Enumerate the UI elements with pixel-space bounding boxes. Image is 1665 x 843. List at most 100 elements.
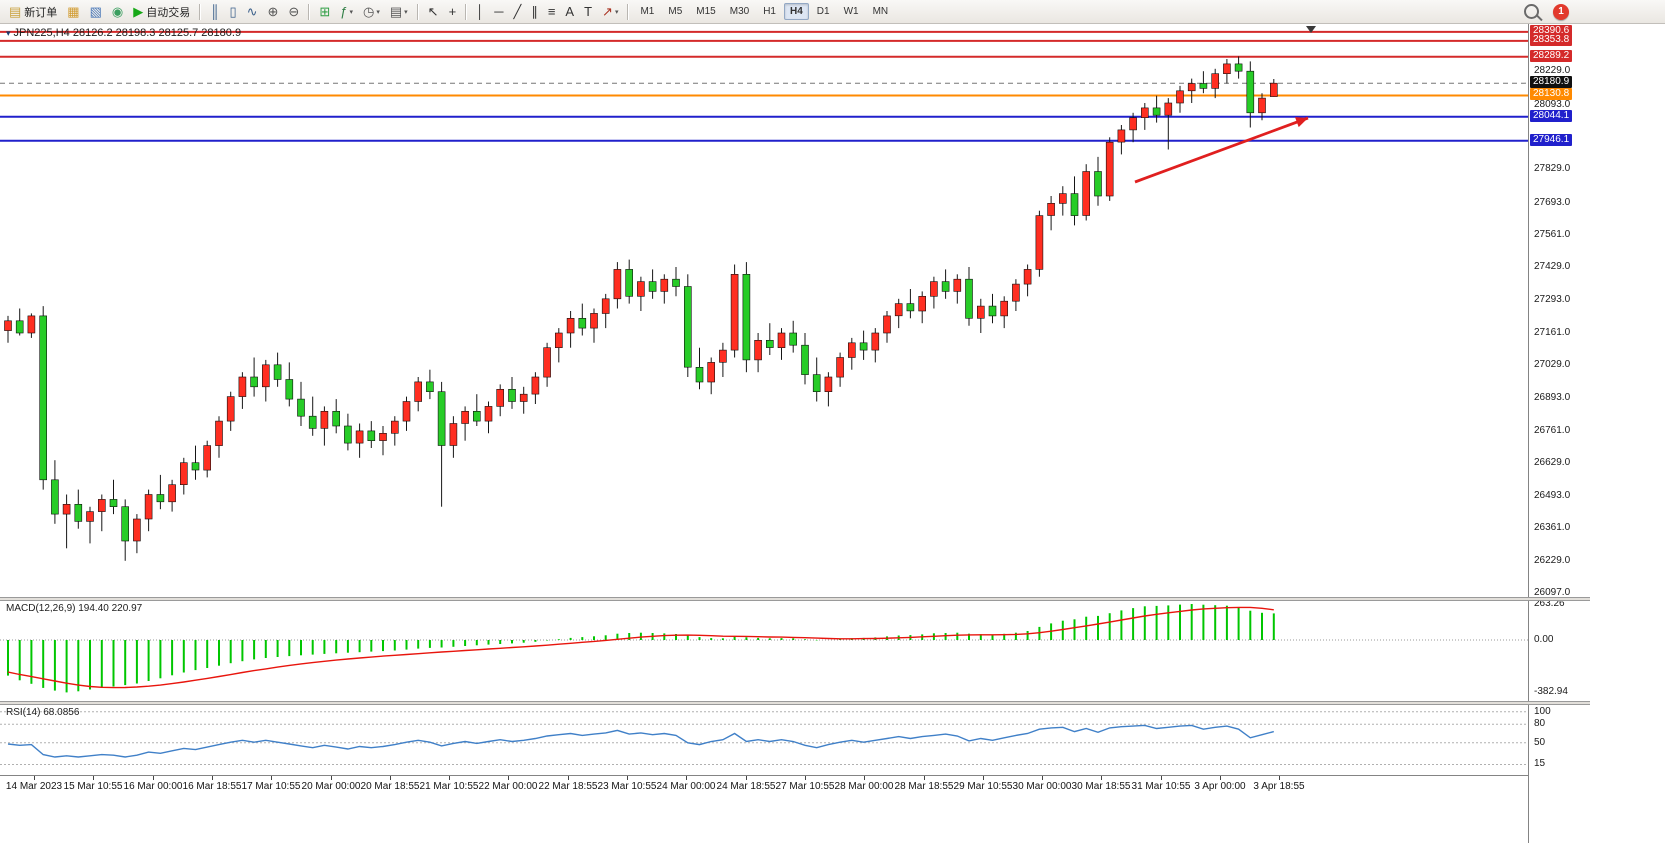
- time-tick: [1042, 776, 1043, 780]
- time-tick: [924, 776, 925, 780]
- tile-windows-button[interactable]: ⊞: [315, 1, 334, 23]
- axis-label: 27293.0: [1534, 294, 1571, 305]
- timeframe-h4-button[interactable]: H4: [783, 3, 809, 20]
- timeframe-h1-button[interactable]: H1: [763, 6, 776, 17]
- toolbar-separator: [199, 3, 202, 20]
- periods-button[interactable]: ◷ ▾: [359, 1, 384, 23]
- tile-windows-icon: ⊞: [319, 4, 331, 19]
- price-chart-canvas[interactable]: [0, 24, 1528, 597]
- timeframe-mn-button[interactable]: MN: [872, 6, 889, 17]
- bar-chart-button[interactable]: ║: [206, 1, 223, 23]
- time-tick: [1220, 776, 1221, 780]
- time-label: 20 Mar 00:00: [301, 781, 361, 792]
- arrows-button[interactable]: ↗ ▾: [598, 1, 622, 23]
- zoom-out-icon: ⊖: [288, 4, 300, 19]
- new-order-button[interactable]: ▤ 新订单: [5, 1, 61, 23]
- notification-badge[interactable]: 1: [1553, 3, 1569, 20]
- chart-window-button[interactable]: ▦: [63, 1, 83, 23]
- dropdown-arrow-icon: ▾: [349, 8, 353, 16]
- zoom-in-icon: ⊕: [267, 4, 279, 19]
- time-tick: [1279, 776, 1280, 780]
- time-tick: [153, 776, 154, 780]
- macd-indicator-canvas[interactable]: [0, 601, 1528, 701]
- channel-button[interactable]: ∥: [527, 1, 542, 23]
- autotrading-icon: ▶: [133, 4, 144, 19]
- price-level-label: 28180.9: [1530, 76, 1573, 88]
- price-level-label: 28130.8: [1530, 88, 1573, 100]
- trendline-button[interactable]: ╱: [510, 1, 526, 23]
- templates-button[interactable]: ▤ ▾: [386, 1, 412, 23]
- axis-label: 26097.0: [1534, 587, 1571, 598]
- line-chart-button[interactable]: ∿: [243, 1, 262, 23]
- new-order-button-label: 新订单: [24, 6, 58, 19]
- crosshair-button[interactable]: +: [445, 1, 461, 23]
- periods-icon: ◷: [362, 4, 375, 19]
- axis-label: 27829.0: [1534, 163, 1571, 174]
- chart-shift-marker-icon[interactable]: [1306, 26, 1316, 33]
- price-scale[interactable]: 28229.0 28093.0 27829.0 27693.0 27561.0 27429…: [1528, 24, 1665, 843]
- toolbar-separator: [465, 3, 468, 20]
- price-level-label: 27946.1: [1530, 134, 1573, 146]
- zoom-out-button[interactable]: ⊖: [284, 1, 303, 23]
- axis-label: 28093.0: [1534, 99, 1571, 110]
- autotrading-button-label: 自动交易: [146, 6, 191, 19]
- navigator-button[interactable]: ◉: [108, 1, 127, 23]
- symbol-dropdown-icon[interactable]: ▾: [6, 28, 11, 38]
- time-label: 23 Mar 10:55: [597, 781, 657, 792]
- axis-label: 26893.0: [1534, 392, 1571, 403]
- axis-label: 50: [1534, 737, 1546, 748]
- axis-label: 27693.0: [1534, 197, 1571, 208]
- timeframe-m15-button[interactable]: M15: [696, 6, 716, 17]
- chart-window-icon: ▦: [67, 4, 80, 19]
- rsi-label: RSI(14) 68.0856: [6, 707, 80, 718]
- time-tick: [627, 776, 628, 780]
- toolbar-buttons-group: ▤ 新订单 ▦ ▧ ◉ ▶ 自动交易 ║ ▯ ∿ ⊕ ⊖ ⊞ ƒ ▾ ◷ ▾ ▤ ▾ ↖ + │ ─ ╱ ∥ ≡ A T ↗ ▾ M1 M5 M…: [4, 1, 895, 23]
- candlestick-chart-button[interactable]: ▯: [225, 1, 240, 23]
- panel-separator[interactable]: [0, 597, 1590, 601]
- search-icon[interactable]: [1524, 4, 1539, 19]
- zoom-in-button[interactable]: ⊕: [264, 1, 283, 23]
- time-label: 24 Mar 18:55: [716, 781, 776, 792]
- time-tick: [568, 776, 569, 780]
- cursor-button[interactable]: ↖: [424, 1, 443, 23]
- trend-arrow-annotation[interactable]: [1134, 116, 1309, 184]
- timeframe-d1-button[interactable]: D1: [816, 6, 830, 17]
- time-tick: [271, 776, 272, 780]
- time-tick: [1161, 776, 1162, 780]
- time-tick: [1101, 776, 1102, 780]
- vertical-line-button[interactable]: │: [472, 1, 488, 23]
- crosshair-icon: +: [448, 4, 457, 19]
- panel-separator[interactable]: [0, 701, 1590, 705]
- fibonacci-button[interactable]: ≡: [544, 1, 560, 23]
- time-tick: [331, 776, 332, 780]
- timeframe-m30-button[interactable]: M30: [729, 6, 750, 17]
- time-scale[interactable]: 14 Mar 2023 15 Mar 10:55 16 Mar 00:00 16 Ma…: [0, 775, 1528, 794]
- rsi-indicator-canvas[interactable]: [0, 705, 1528, 775]
- time-label: 14 Mar 2023: [5, 781, 63, 792]
- trendline-icon: ╱: [513, 4, 522, 19]
- chart-title-text: JPN225,H4 28126.2 28198.3 28125.7 28180.…: [13, 27, 242, 39]
- indicators-button[interactable]: ƒ ▾: [336, 1, 357, 23]
- timeframe-w1-button[interactable]: W1: [843, 6, 859, 17]
- line-chart-icon: ∿: [246, 4, 258, 19]
- timeframe-m5-button[interactable]: M5: [668, 6, 683, 17]
- time-tick: [983, 776, 984, 780]
- price-level-label: 28289.2: [1530, 50, 1573, 62]
- axis-label: 27561.0: [1534, 229, 1571, 240]
- cursor-icon: ↖: [427, 4, 439, 19]
- axis-label: 263.26: [1534, 598, 1565, 609]
- text-button[interactable]: A: [561, 1, 578, 23]
- time-label: 30 Mar 00:00: [1012, 781, 1072, 792]
- horizontal-line-button[interactable]: ─: [490, 1, 507, 23]
- toolbar-separator: [416, 3, 419, 20]
- time-label: 30 Mar 18:55: [1071, 781, 1131, 792]
- label-icon: T: [584, 4, 593, 19]
- label-button[interactable]: T: [580, 1, 596, 23]
- macd-label: MACD(12,26,9) 194.40 220.97: [6, 603, 143, 614]
- autotrading-button[interactable]: ▶ 自动交易: [129, 1, 194, 23]
- bar-chart-icon: ║: [210, 4, 220, 19]
- profiles-button[interactable]: ▧: [86, 1, 106, 23]
- axis-label: 15: [1534, 758, 1546, 769]
- time-label: 31 Mar 10:55: [1131, 781, 1191, 792]
- timeframe-m1-button[interactable]: M1: [640, 6, 655, 17]
